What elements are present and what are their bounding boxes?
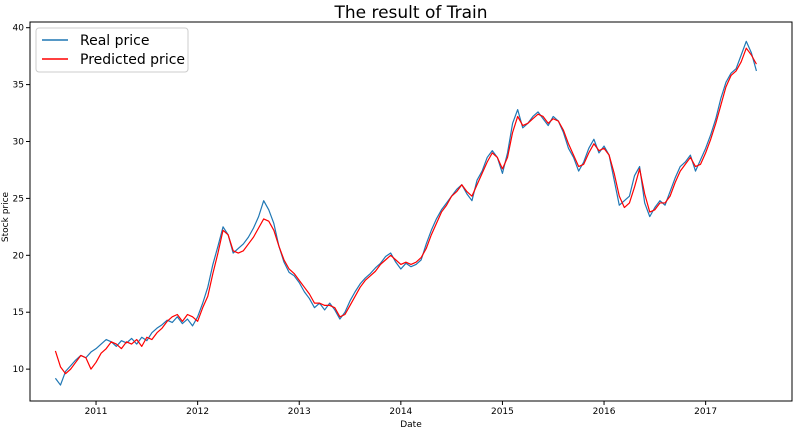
x-tick-label: 2012 (186, 407, 209, 417)
x-tick-label: 2015 (491, 407, 514, 417)
legend-label: Predicted price (80, 52, 185, 68)
y-tick-label: 10 (13, 365, 25, 375)
x-tick-label: 2014 (389, 407, 412, 417)
legend-label: Real price (80, 33, 149, 49)
y-tick-label: 20 (13, 251, 25, 261)
y-tick-label: 40 (13, 24, 25, 34)
x-tick-label: 2016 (593, 407, 616, 417)
y-tick-label: 15 (13, 308, 24, 318)
plot-frame (29, 21, 793, 402)
x-tick-label: 2017 (694, 407, 717, 417)
x-tick-label: 2013 (288, 407, 311, 417)
y-tick-label: 30 (13, 138, 25, 148)
plot-area: 2011 2012 2013 2014 2015 2016 2017 10 15 20 25 30 35… (13, 21, 793, 417)
x-tick-label: 2011 (85, 407, 108, 417)
legend: Real price Predicted price (35, 27, 189, 73)
chart-title: The result of Train (333, 3, 487, 23)
series-line-real-price (54, 40, 758, 386)
series-line-predicted-price (54, 47, 757, 375)
y-axis-label: Stock price (1, 191, 11, 242)
y-tick-label: 35 (13, 81, 24, 91)
x-axis-label: Date (400, 420, 422, 430)
legend-box (35, 27, 189, 73)
y-tick-label: 25 (13, 194, 24, 204)
